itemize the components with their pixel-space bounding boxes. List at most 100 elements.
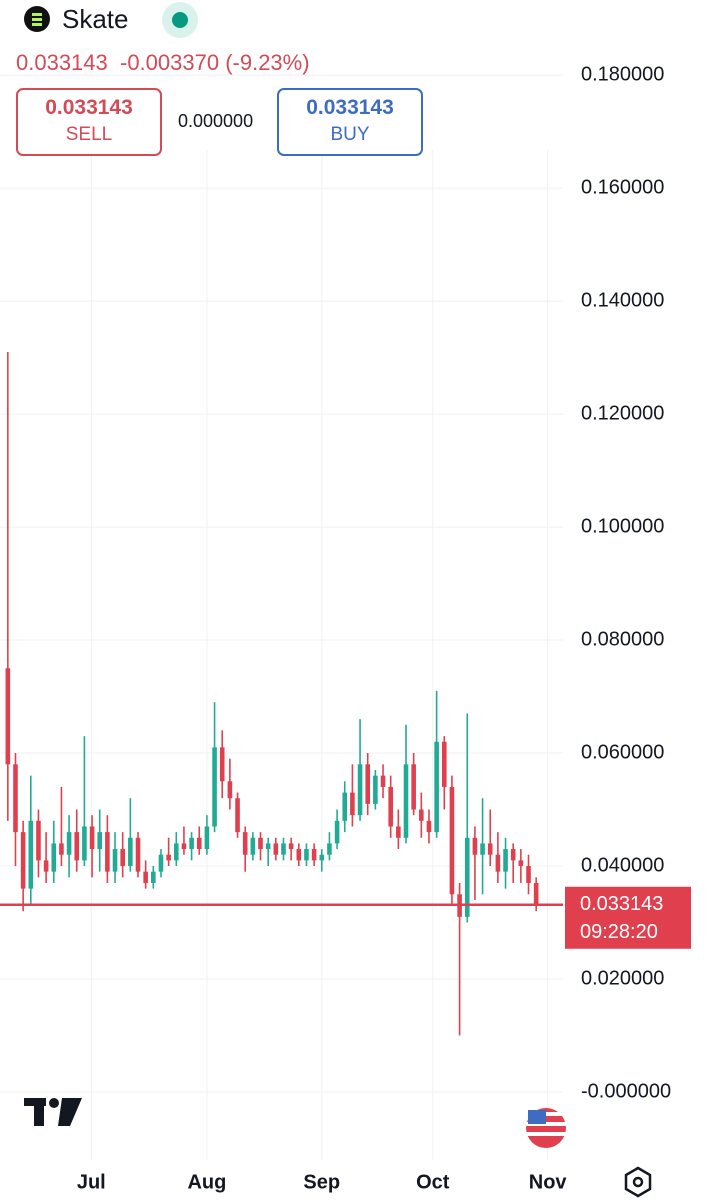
candle-body [503,849,508,872]
candle-body [219,747,225,782]
candle-body [43,860,49,872]
candle-body [441,741,447,787]
candle-body [66,832,72,855]
candle-body [365,764,371,804]
candle-body [472,837,478,855]
market-status [162,2,198,38]
x-tick-label: Nov [529,1171,568,1193]
candle-body [480,843,485,855]
candle-body [380,775,386,787]
candle-body [74,832,80,861]
x-tick-label: Sep [303,1171,340,1193]
candle-body [510,849,516,861]
candle-body [350,792,355,816]
price-line: 0.033143 -0.003370 (-9.23%) [16,50,310,76]
countdown-label: 09:28:20 [580,921,658,943]
candle-body [166,854,171,861]
y-tick-label: 0.060000 [581,741,664,763]
candle-body [464,837,470,917]
buy-button[interactable]: 0.033143 BUY [277,88,423,156]
symbol-name: Skate [62,4,129,34]
candle-body [495,854,501,872]
candle-body [357,764,363,816]
y-tick-label: 0.040000 [581,854,664,876]
candle-body [265,843,271,850]
candle-body [388,786,393,827]
y-tick-label: 0.080000 [581,628,664,650]
candle-body [526,866,531,883]
candle-body [327,843,332,855]
sell-button[interactable]: 0.033143 SELL [16,88,162,156]
candle-body [235,798,240,833]
last-price: 0.033143 [16,50,108,75]
candle-body [204,826,210,850]
candle-body [135,837,141,872]
candle-body [13,764,18,833]
candle-body [59,843,64,855]
candle-body [250,837,256,855]
y-tick-label: 0.020000 [581,967,664,989]
candle-body [158,854,164,872]
spread: 0.000000 [178,111,254,131]
candle-body [36,820,41,861]
candle-body [396,826,401,838]
candle-body [227,781,233,799]
candle-body [426,820,432,833]
candle-body [518,860,524,867]
candle-body [97,832,103,850]
y-tick-label: 0.100000 [581,515,664,537]
last-price-box [565,886,691,949]
candle-body [487,843,493,855]
candle-body [242,832,248,855]
candle-body [51,843,57,872]
candle-body [128,837,133,867]
candle-body [120,849,125,867]
candle-body [181,843,187,850]
buy-price: 0.033143 [306,96,394,119]
candle-body [403,764,409,838]
candle-body [173,843,179,861]
candle-body [342,792,348,821]
x-tick-label: Aug [187,1171,226,1193]
candle-body [105,832,110,872]
last-price-label: 0.033143 [580,893,663,915]
price-change: -0.003370 (-9.23%) [120,50,310,75]
candle-body [112,849,118,872]
candle-body [196,837,202,850]
x-tick-label: Jul [77,1171,106,1193]
x-tick-label: Oct [416,1171,450,1193]
candle-body [143,871,148,883]
candle-body [189,837,194,850]
candle-body [411,764,416,810]
candle-body [212,747,217,827]
y-tick-label: 0.180000 [581,63,664,85]
candle-body [533,882,539,905]
sell-price: 0.033143 [45,96,133,119]
candle-body [434,741,439,833]
candle-body [311,849,317,861]
candle-body [304,849,309,861]
candle-body [373,775,378,804]
candle-body [288,843,294,850]
candle-body [281,843,286,855]
buy-label: BUY [330,124,370,145]
candle-body [82,826,87,861]
candle-body [20,832,26,889]
symbol-icon [24,6,50,32]
candle-body [5,668,11,765]
candle-body [28,820,34,889]
sell-label: SELL [65,124,113,145]
candle-body [419,809,424,821]
y-tick-label: -0.000000 [581,1080,671,1102]
candle-body [151,871,156,883]
candle-body [89,826,95,850]
y-tick-label: 0.160000 [581,176,664,198]
candle-body [296,849,302,861]
candle-body [258,837,263,850]
settings-icon[interactable] [624,1166,652,1198]
y-tick-label: 0.140000 [581,289,664,311]
candle-body [273,843,279,855]
y-tick-label: 0.120000 [581,402,664,424]
candle-body [334,820,340,844]
